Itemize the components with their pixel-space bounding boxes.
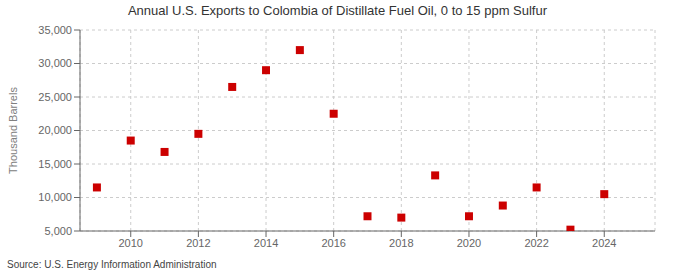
svg-text:2016: 2016 (321, 237, 345, 249)
html-text:Source: U.S. Energy Informatio: Source: U.S. Energy Information Administ… (7, 259, 217, 270)
svg-text:2014: 2014 (254, 237, 278, 249)
svg-text:25,000: 25,000 (38, 91, 72, 103)
svg-text:30,000: 30,000 (38, 57, 72, 69)
svg-text:20,000: 20,000 (38, 124, 72, 136)
svg-text:2020: 2020 (457, 237, 481, 249)
svg-text:2010: 2010 (118, 237, 142, 249)
svg-text:Thousand Barrels: Thousand Barrels (7, 87, 19, 174)
html-text:Annual U.S. Exports to Colombi: Annual U.S. Exports to Colombia of Disti… (128, 3, 547, 18)
svg-text:2024: 2024 (592, 237, 616, 249)
svg-text:15,000: 15,000 (38, 158, 72, 170)
svg-text:35,000: 35,000 (38, 24, 72, 36)
svg-text:10,000: 10,000 (38, 191, 72, 203)
svg-text:5,000: 5,000 (44, 225, 72, 237)
svg-text:2012: 2012 (186, 237, 210, 249)
svg-text:2022: 2022 (524, 237, 548, 249)
svg-text:2018: 2018 (389, 237, 413, 249)
